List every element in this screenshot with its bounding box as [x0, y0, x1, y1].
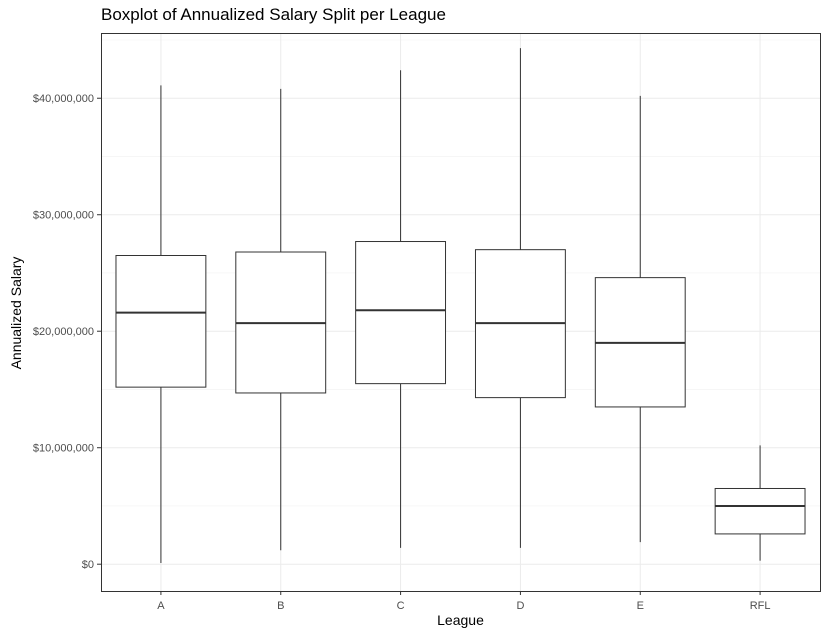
y-tick-label: $0 [82, 559, 94, 571]
box-iqr [115, 255, 207, 388]
plot-panel-border [101, 33, 821, 592]
chart-title: Boxplot of Annualized Salary Split per L… [101, 5, 446, 24]
x-tick-label: C [397, 600, 405, 612]
grid-lines [101, 33, 820, 591]
box-iqr [714, 487, 806, 535]
box-e [594, 95, 686, 543]
y-tick-label: $10,000,000 [33, 443, 94, 455]
y-tick-label: $20,000,000 [33, 326, 94, 338]
axes: $0 $10,000,000 $20,000,000 $30,000,000 $40,0… [33, 93, 771, 612]
box-c [355, 70, 447, 548]
y-tick-label: $30,000,000 [33, 210, 94, 222]
box-iqr [355, 241, 447, 385]
box-b [235, 88, 327, 551]
x-tick-label: A [157, 600, 165, 612]
x-tick-label: B [277, 600, 284, 612]
x-tick-label: E [637, 600, 644, 612]
box-a [115, 85, 207, 564]
box-d [474, 48, 566, 548]
x-axis-title: League [437, 612, 484, 628]
x-tick-label: RFL [750, 600, 771, 612]
boxes [115, 48, 806, 564]
box-rfl [714, 445, 806, 561]
y-tick-label: $40,000,000 [33, 93, 94, 105]
x-tick-label: D [516, 600, 524, 612]
